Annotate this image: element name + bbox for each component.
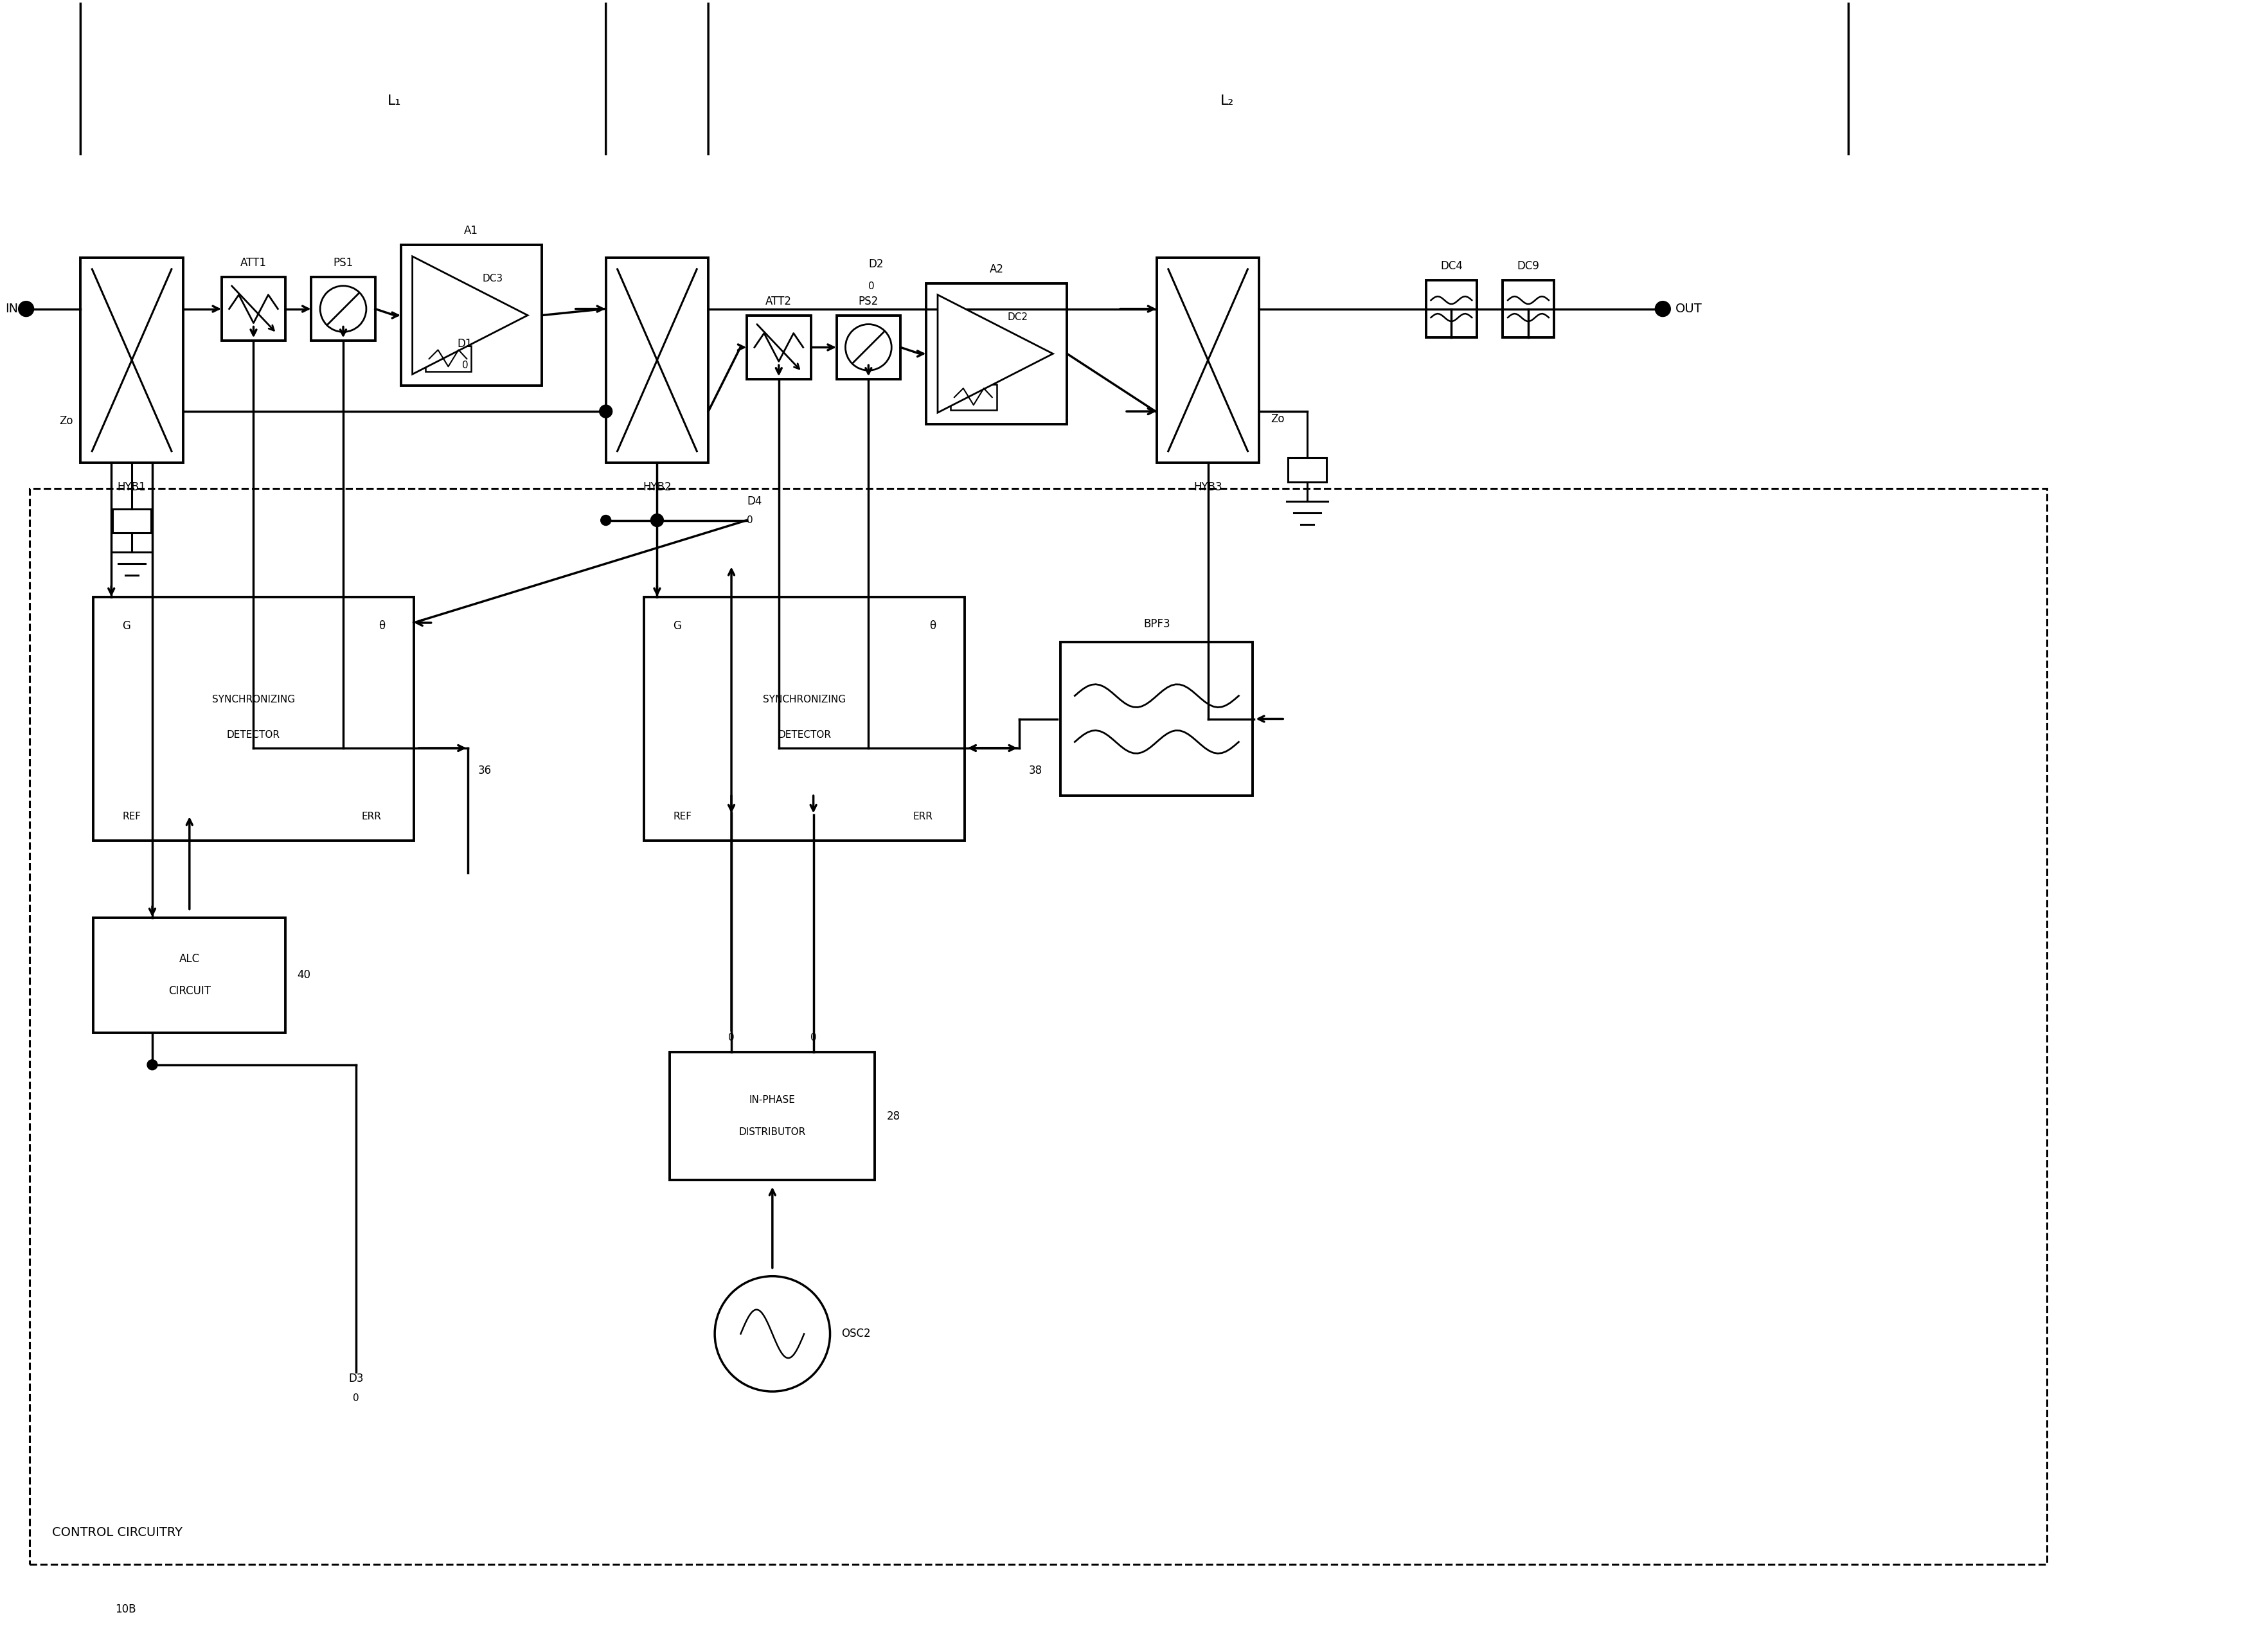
Bar [1424,279,1476,337]
Bar [746,316,810,380]
Text: A1: A1 [465,225,479,237]
Text: DISTRIBUTOR: DISTRIBUTOR [739,1128,805,1138]
Text: 40: 40 [297,970,311,981]
Text: Zo: Zo [1270,413,1284,424]
Text: ERR: ERR [912,812,932,820]
Bar [222,276,286,340]
Text: L₁: L₁ [388,94,401,107]
Text: DETECTOR: DETECTOR [227,730,281,740]
Text: G: G [122,620,132,631]
Polygon shape [937,294,1052,413]
Bar [1157,258,1259,462]
Text: 0: 0 [746,516,753,524]
Text: 10B: 10B [116,1603,136,1614]
Bar [424,345,472,372]
Text: 28: 28 [887,1110,900,1121]
Text: CONTROL CIRCUITRY: CONTROL CIRCUITRY [52,1526,181,1539]
Bar [401,245,542,386]
Text: HYB3: HYB3 [1193,482,1222,493]
Text: A2: A2 [989,263,1002,275]
Text: DC4: DC4 [1440,260,1463,271]
Bar [113,508,152,533]
Text: 0: 0 [354,1392,358,1402]
Bar [669,1052,875,1180]
Bar [606,258,708,462]
Circle shape [599,404,612,418]
Bar [950,385,996,409]
Text: REF: REF [122,812,141,820]
Text: 36: 36 [479,764,492,776]
Bar [93,917,286,1032]
Bar [644,597,964,840]
Text: ATT2: ATT2 [764,296,792,307]
Bar [837,316,900,380]
Text: SYNCHRONIZING: SYNCHRONIZING [211,695,295,705]
Text: DETECTOR: DETECTOR [778,730,830,740]
Text: 0: 0 [463,360,467,370]
Text: IN-PHASE: IN-PHASE [748,1095,796,1105]
Text: DC3: DC3 [483,275,503,283]
Text: D3: D3 [349,1373,363,1384]
Text: D1: D1 [458,339,472,350]
Text: CIRCUIT: CIRCUIT [168,985,211,996]
Bar [311,276,374,340]
Text: OSC2: OSC2 [841,1328,871,1340]
Text: OUT: OUT [1676,302,1701,316]
Text: Zo: Zo [59,416,73,427]
Text: G: G [674,620,680,631]
Text: L₂: L₂ [1220,94,1234,107]
Bar [925,283,1066,424]
Text: BPF3: BPF3 [1143,618,1170,630]
Text: DC2: DC2 [1007,312,1027,322]
Bar [1501,279,1554,337]
Text: IN: IN [5,302,18,316]
Bar [1288,457,1327,482]
Bar [29,488,2046,1565]
Text: ATT1: ATT1 [240,256,268,268]
Bar [1061,643,1252,796]
Text: ALC: ALC [179,954,200,965]
Text: HYB1: HYB1 [118,482,145,493]
Text: 38: 38 [1027,764,1041,776]
Bar [82,258,184,462]
Text: 0: 0 [810,1032,816,1042]
Circle shape [147,1060,156,1070]
Polygon shape [413,256,528,375]
Text: HYB2: HYB2 [642,482,671,493]
Text: θ: θ [930,620,934,631]
Circle shape [1656,301,1669,317]
Text: 0: 0 [728,1032,735,1042]
Text: D2: D2 [869,258,882,270]
Text: PS1: PS1 [333,256,354,268]
Text: REF: REF [674,812,692,820]
Text: SYNCHRONIZING: SYNCHRONIZING [762,695,846,705]
Circle shape [651,515,662,526]
Text: PS2: PS2 [857,296,878,307]
Text: 0: 0 [869,281,875,291]
Text: D4: D4 [746,495,762,506]
Circle shape [601,515,610,526]
Text: ERR: ERR [361,812,381,820]
Text: θ: θ [379,620,386,631]
Circle shape [18,301,34,317]
Text: DC9: DC9 [1517,260,1540,271]
Bar [93,597,413,840]
